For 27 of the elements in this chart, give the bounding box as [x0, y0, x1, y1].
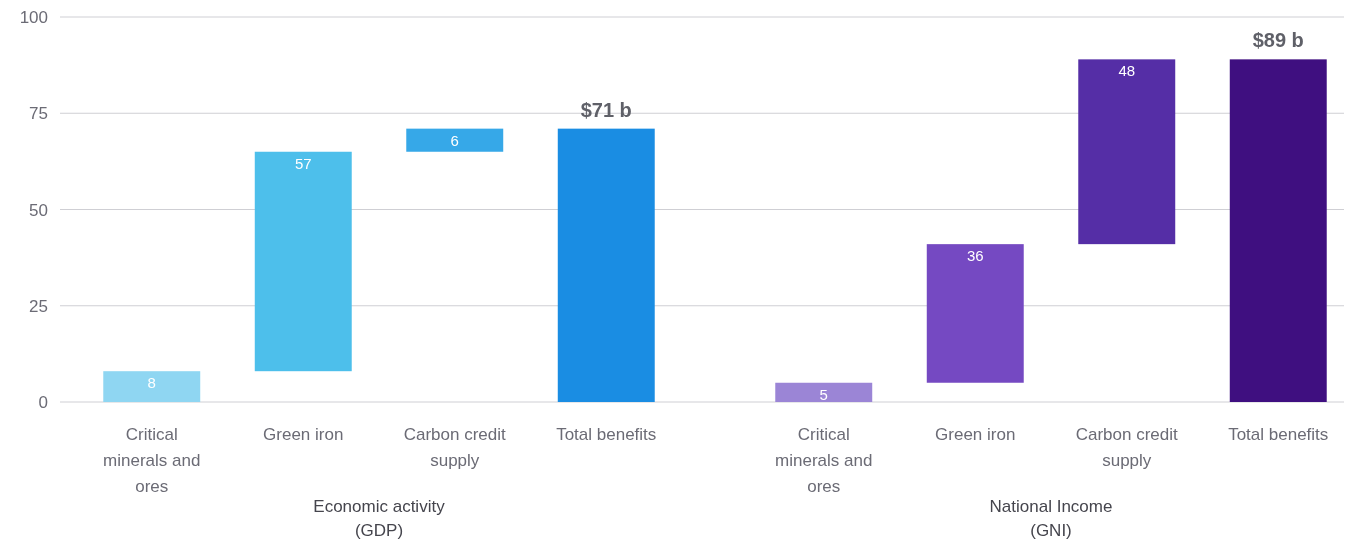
y-tick-label: 25 — [29, 296, 48, 316]
x-tick-label: Total benefits — [556, 425, 657, 444]
x-tick-label: Carbon credit supply — [1075, 425, 1179, 470]
x-tick-label: Green iron — [263, 425, 344, 444]
x-tick-label: Critical minerals and ores — [775, 425, 873, 496]
bar — [406, 128, 504, 152]
x-axis-title: Economic activity (GDP) — [313, 497, 446, 540]
data-label: 6 — [450, 131, 459, 149]
x-axis-title: National Income (GNI) — [989, 497, 1113, 540]
y-tick-label: 100 — [19, 8, 48, 27]
data-label: 48 — [1118, 62, 1136, 80]
bar — [557, 128, 655, 402]
data-label: $71 b — [580, 98, 632, 121]
data-label: 36 — [966, 247, 984, 265]
bar — [103, 371, 201, 402]
x-tick-label: Carbon credit supply — [403, 425, 507, 470]
x-tick-label: Critical minerals and ores — [103, 425, 201, 496]
data-label: $89 b — [1252, 29, 1304, 52]
x-tick-label: Green iron — [935, 425, 1016, 444]
bar — [254, 151, 352, 372]
y-tick-label: 0 — [38, 393, 48, 412]
y-tick-label: 75 — [29, 104, 48, 124]
y-tick-label: 50 — [29, 200, 48, 220]
data-label: 57 — [294, 154, 312, 172]
data-label: 5 — [819, 385, 828, 403]
x-tick-label: Total benefits — [1228, 425, 1329, 444]
data-label: 8 — [147, 374, 156, 392]
